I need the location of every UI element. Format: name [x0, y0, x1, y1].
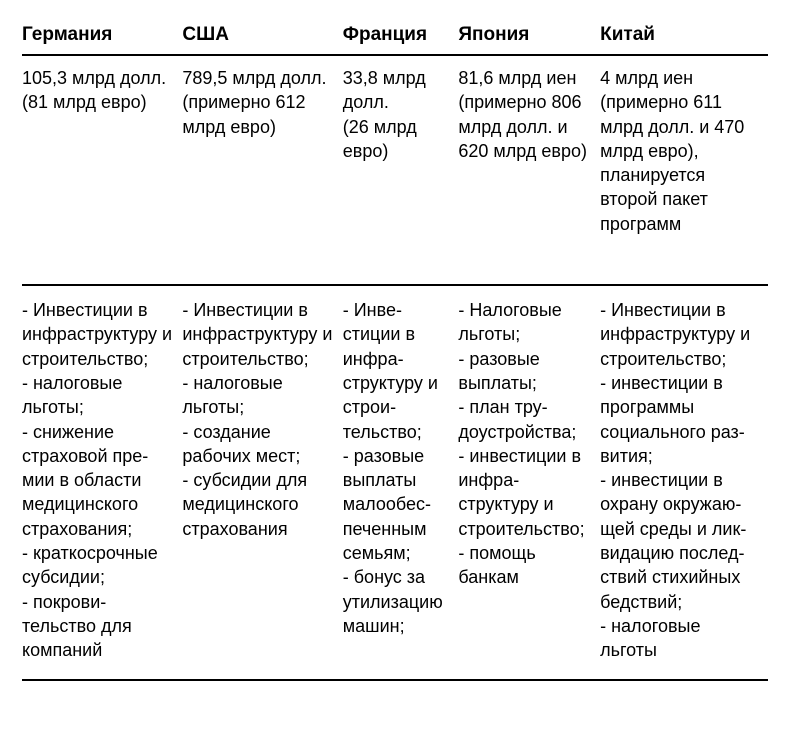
- table-header-row: Германия США Франция Япония Китай: [22, 18, 768, 55]
- col-header-china: Китай: [600, 18, 768, 55]
- table-row-measures: - Инвестиции в инфраструктуру и строител…: [22, 285, 768, 679]
- cell-amount-germany: 105,3 млрд долл.(81 млрд евро): [22, 55, 182, 285]
- col-header-germany: Германия: [22, 18, 182, 55]
- col-header-france: Франция: [343, 18, 459, 55]
- cell-amount-japan: 81,6 млрд иен(примерно 806 млрд долл. и …: [458, 55, 600, 285]
- col-header-japan: Япония: [458, 18, 600, 55]
- cell-measures-germany: - Инвестиции в инфраструктуру и строител…: [22, 285, 182, 679]
- cell-amount-france: 33,8 млрд долл.(26 млрд евро): [343, 55, 459, 285]
- cell-measures-china: - Инвестиции в инфраструктуру и строител…: [600, 285, 768, 679]
- cell-amount-usa: 789,5 млрд долл.(примерно 612 млрд евро): [182, 55, 342, 285]
- table-row-amounts: 105,3 млрд долл.(81 млрд евро) 789,5 млр…: [22, 55, 768, 285]
- cell-measures-france: - Инве­стиции в инфра­структуру и строи­…: [343, 285, 459, 679]
- cell-measures-japan: - Налоговые льготы;- разовые выплаты;- п…: [458, 285, 600, 679]
- comparison-table: Германия США Франция Япония Китай 105,3 …: [22, 18, 768, 681]
- cell-measures-usa: - Инвестиции в инфра­структуру и строите…: [182, 285, 342, 679]
- col-header-usa: США: [182, 18, 342, 55]
- cell-amount-china: 4 млрд иен (примерно 611 млрд долл. и 47…: [600, 55, 768, 285]
